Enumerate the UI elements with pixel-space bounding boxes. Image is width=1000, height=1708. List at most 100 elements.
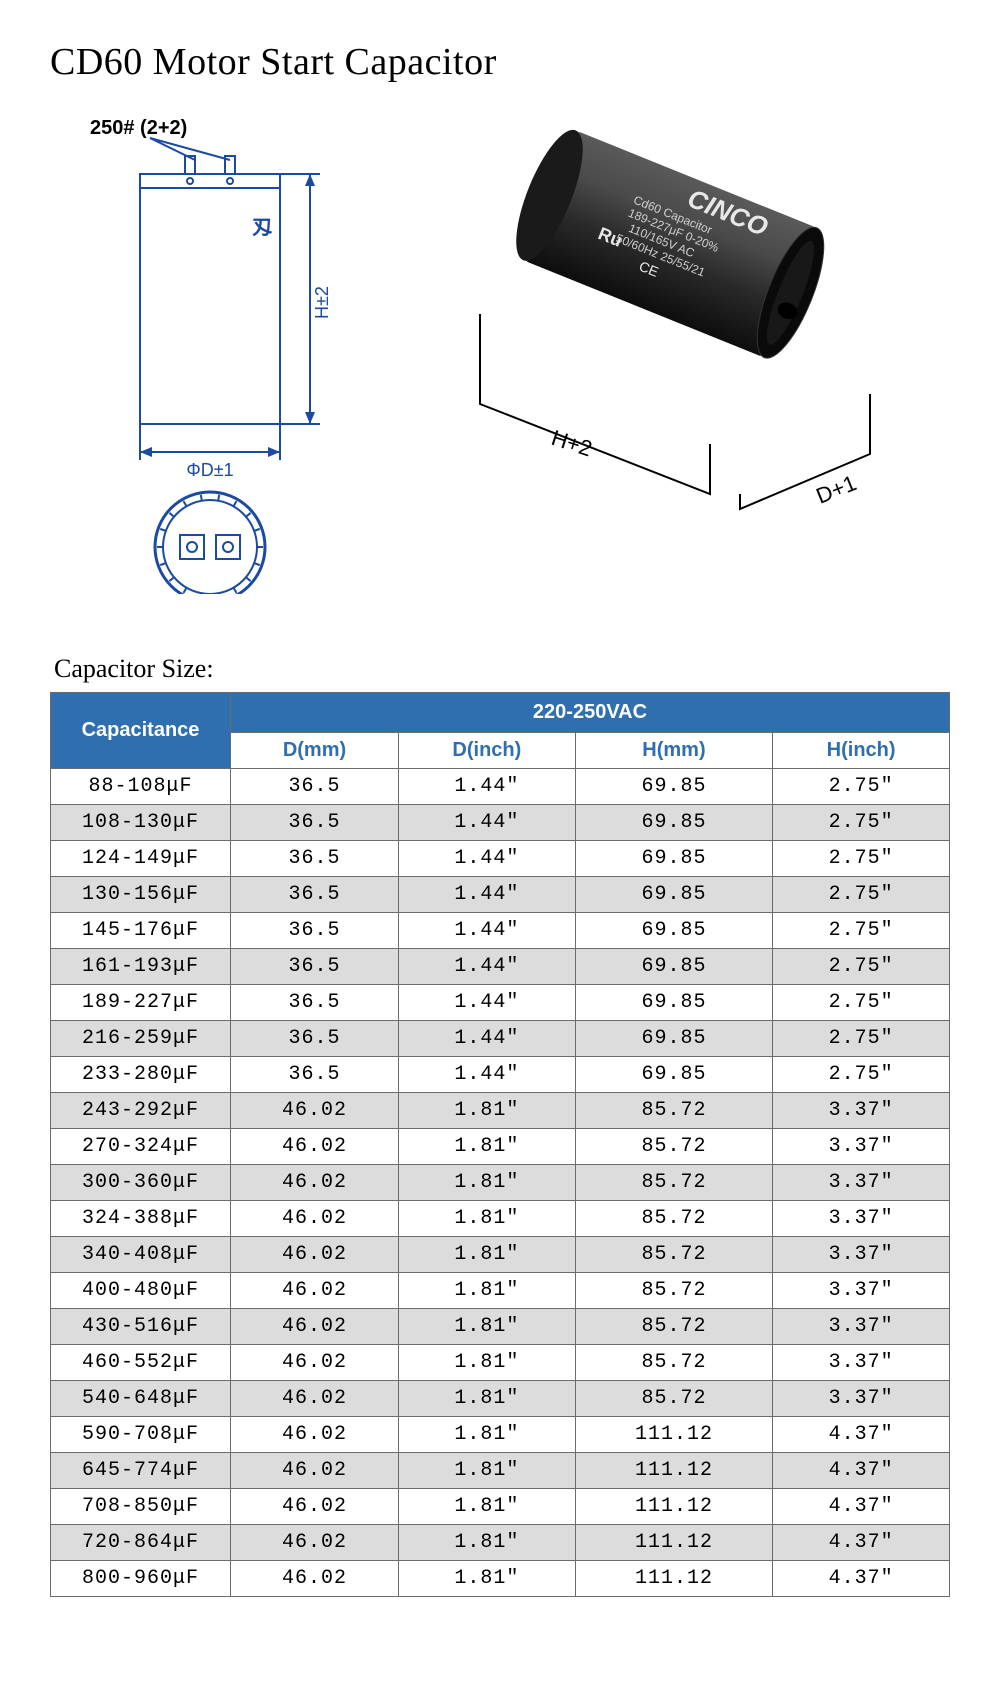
cell-capacitance: 145-176μF [51, 913, 231, 949]
cell-value: 1.44″ [398, 1021, 575, 1057]
table-row: 189-227μF36.51.44″69.852.75″ [51, 985, 950, 1021]
table-row: 460-552μF46.021.81″85.723.37″ [51, 1345, 950, 1381]
cell-value: 1.81″ [398, 1525, 575, 1561]
cell-capacitance: 300-360μF [51, 1165, 231, 1201]
cell-value: 1.81″ [398, 1561, 575, 1597]
col-hmm: H(mm) [575, 733, 772, 769]
cell-value: 36.5 [231, 949, 399, 985]
cell-value: 69.85 [575, 769, 772, 805]
cell-capacitance: 645-774μF [51, 1453, 231, 1489]
col-capacitance: Capacitance [51, 693, 231, 769]
cell-capacitance: 161-193μF [51, 949, 231, 985]
cell-value: 1.81″ [398, 1309, 575, 1345]
cell-value: 4.37″ [773, 1561, 950, 1597]
table-body: 88-108μF36.51.44″69.852.75″108-130μF36.5… [51, 769, 950, 1597]
cell-value: 46.02 [231, 1525, 399, 1561]
cell-value: 111.12 [575, 1453, 772, 1489]
cell-capacitance: 430-516μF [51, 1309, 231, 1345]
page-title: CD60 Motor Start Capacitor [50, 40, 950, 84]
cell-value: 85.72 [575, 1345, 772, 1381]
cell-value: 85.72 [575, 1273, 772, 1309]
col-hinch: H(inch) [773, 733, 950, 769]
cell-value: 1.44″ [398, 841, 575, 877]
cell-value: 4.37″ [773, 1525, 950, 1561]
cell-value: 69.85 [575, 985, 772, 1021]
cell-value: 36.5 [231, 769, 399, 805]
cell-value: 3.37″ [773, 1381, 950, 1417]
cell-value: 1.81″ [398, 1453, 575, 1489]
svg-text:250# (2+2): 250# (2+2) [90, 117, 187, 139]
cell-value: 36.5 [231, 877, 399, 913]
table-row: 324-388μF46.021.81″85.723.37″ [51, 1201, 950, 1237]
cell-value: 69.85 [575, 805, 772, 841]
cell-value: 85.72 [575, 1165, 772, 1201]
cell-value: 3.37″ [773, 1237, 950, 1273]
table-row: 88-108μF36.51.44″69.852.75″ [51, 769, 950, 805]
cell-capacitance: 130-156μF [51, 877, 231, 913]
cell-value: 46.02 [231, 1561, 399, 1597]
table-row: 400-480μF46.021.81″85.723.37″ [51, 1273, 950, 1309]
table-row: 233-280μF36.51.44″69.852.75″ [51, 1057, 950, 1093]
table-row: 800-960μF46.021.81″111.124.37″ [51, 1561, 950, 1597]
cell-value: 111.12 [575, 1489, 772, 1525]
cell-value: 1.44″ [398, 913, 575, 949]
cell-value: 1.44″ [398, 985, 575, 1021]
cell-value: 36.5 [231, 805, 399, 841]
cell-value: 46.02 [231, 1489, 399, 1525]
cell-value: 3.37″ [773, 1309, 950, 1345]
cell-capacitance: 189-227μF [51, 985, 231, 1021]
cell-value: 85.72 [575, 1093, 772, 1129]
table-caption: Capacitor Size: [50, 654, 950, 684]
table-row: 645-774μF46.021.81″111.124.37″ [51, 1453, 950, 1489]
table-row: 243-292μF46.021.81″85.723.37″ [51, 1093, 950, 1129]
cell-value: 4.37″ [773, 1453, 950, 1489]
cell-value: 4.37″ [773, 1489, 950, 1525]
cell-value: 85.72 [575, 1381, 772, 1417]
svg-text:H+2: H+2 [548, 425, 595, 461]
cell-value: 2.75″ [773, 877, 950, 913]
table-row: 590-708μF46.021.81″111.124.37″ [51, 1417, 950, 1453]
table-row: 216-259μF36.51.44″69.852.75″ [51, 1021, 950, 1057]
cell-value: 1.81″ [398, 1345, 575, 1381]
table-row: 720-864μF46.021.81″111.124.37″ [51, 1525, 950, 1561]
technical-drawing: 刄250# (2+2)H±2ΦD±1 [80, 114, 400, 594]
cell-value: 2.75″ [773, 913, 950, 949]
cell-capacitance: 88-108μF [51, 769, 231, 805]
cell-value: 69.85 [575, 1057, 772, 1093]
cell-value: 69.85 [575, 913, 772, 949]
cell-value: 46.02 [231, 1201, 399, 1237]
cell-value: 36.5 [231, 1057, 399, 1093]
cell-value: 3.37″ [773, 1093, 950, 1129]
cell-capacitance: 800-960μF [51, 1561, 231, 1597]
cell-capacitance: 216-259μF [51, 1021, 231, 1057]
cell-value: 1.81″ [398, 1237, 575, 1273]
cell-value: 2.75″ [773, 841, 950, 877]
table-row: 430-516μF46.021.81″85.723.37″ [51, 1309, 950, 1345]
cell-value: 2.75″ [773, 769, 950, 805]
cell-value: 1.81″ [398, 1165, 575, 1201]
table-row: 161-193μF36.51.44″69.852.75″ [51, 949, 950, 985]
cell-capacitance: 720-864μF [51, 1525, 231, 1561]
col-dmm: D(mm) [231, 733, 399, 769]
cell-value: 3.37″ [773, 1129, 950, 1165]
table-row: 300-360μF46.021.81″85.723.37″ [51, 1165, 950, 1201]
cell-capacitance: 400-480μF [51, 1273, 231, 1309]
cell-value: 46.02 [231, 1237, 399, 1273]
cell-value: 1.81″ [398, 1201, 575, 1237]
cell-capacitance: 460-552μF [51, 1345, 231, 1381]
cell-capacitance: 708-850μF [51, 1489, 231, 1525]
cell-value: 69.85 [575, 841, 772, 877]
svg-text:刄: 刄 [252, 217, 273, 239]
cell-value: 1.81″ [398, 1381, 575, 1417]
cell-capacitance: 324-388μF [51, 1201, 231, 1237]
cell-value: 46.02 [231, 1165, 399, 1201]
cell-value: 36.5 [231, 913, 399, 949]
cell-value: 3.37″ [773, 1165, 950, 1201]
cell-value: 1.44″ [398, 805, 575, 841]
cell-value: 85.72 [575, 1129, 772, 1165]
cell-value: 3.37″ [773, 1345, 950, 1381]
table-row: 145-176μF36.51.44″69.852.75″ [51, 913, 950, 949]
table-row: 708-850μF46.021.81″111.124.37″ [51, 1489, 950, 1525]
cell-value: 2.75″ [773, 805, 950, 841]
table-row: 130-156μF36.51.44″69.852.75″ [51, 877, 950, 913]
